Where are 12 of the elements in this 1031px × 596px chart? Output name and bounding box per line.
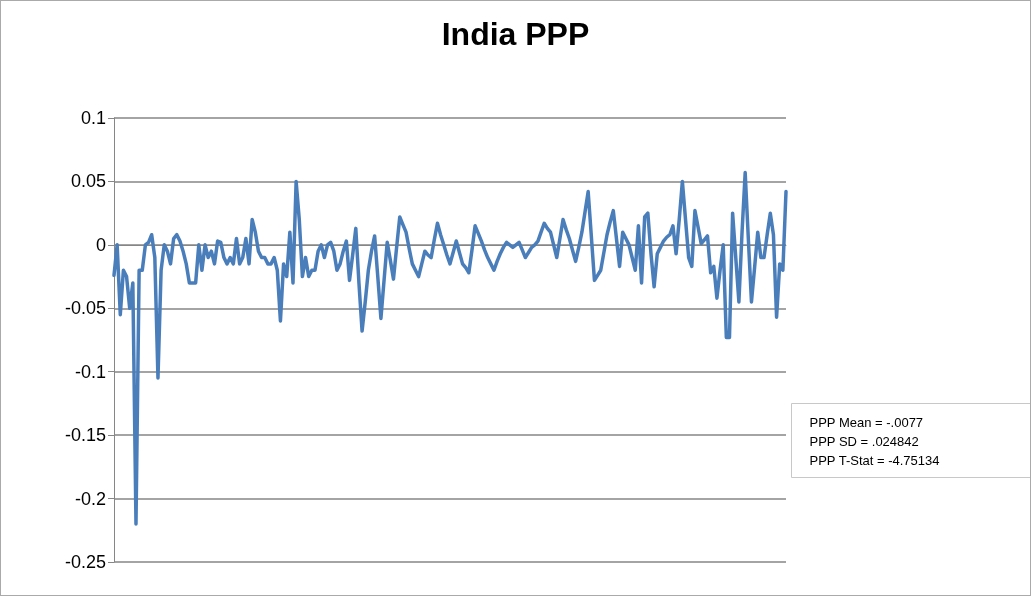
y-tick-label: -0.25 [64,552,106,572]
y-tick-label: 0.1 [80,108,106,128]
y-tick-label: -0.15 [64,425,106,446]
text: PPP SD = .024842 [809,433,919,449]
y-tick-label: -0.1 [74,361,106,382]
y-tick-label: -0.05 [64,298,106,319]
chart-title: India PPP [441,16,590,52]
text: PPP T-Stat = -4.75134 [809,452,940,468]
y-tick-label: 0.05 [70,171,106,192]
y-tick-label: 0 [95,234,106,255]
y-tick-label: -0.2 [74,488,106,509]
text: PPP Mean = -.0077 [809,414,924,430]
